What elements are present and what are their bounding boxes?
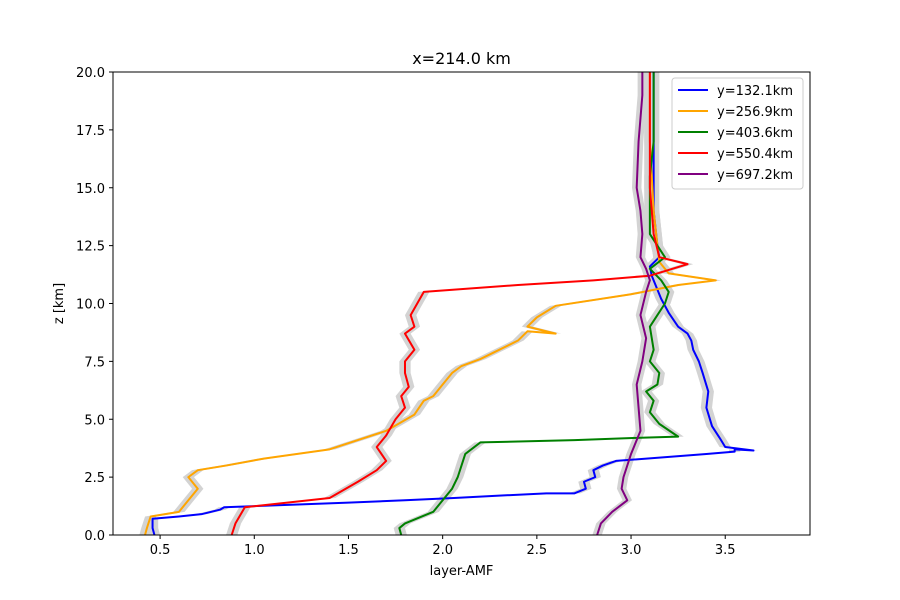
x-tick-label: 1.0 xyxy=(244,543,265,558)
series-line-4 xyxy=(596,72,651,536)
x-tick-label: 2.5 xyxy=(527,543,548,558)
legend-label-0: y=132.1km xyxy=(717,84,793,99)
chart-title: x=214.0 km xyxy=(412,49,511,68)
y-tick-label: 7.5 xyxy=(84,355,105,370)
series-line-3 xyxy=(230,72,689,536)
x-tick-label: 0.5 xyxy=(150,543,171,558)
uncertainty-band-3 xyxy=(226,72,694,535)
legend: y=132.1km y=256.9km y=403.6km y=550.4km y=69… xyxy=(671,77,804,190)
legend-label-3: y=550.4km xyxy=(717,147,793,162)
y-tick-label: 15.0 xyxy=(76,182,105,197)
y-tick-label: 0.0 xyxy=(84,529,105,544)
y-tick-label: 2.5 xyxy=(84,471,105,486)
x-axis: 0.5 1.0 1.5 2.0 2.5 3.0 3.5 xyxy=(150,535,736,558)
legend-label-4: y=697.2km xyxy=(717,168,793,183)
y-tick-label: 5.0 xyxy=(84,413,105,428)
series-line-0 xyxy=(151,72,755,536)
series-line-2 xyxy=(398,72,680,536)
y-axis-label: z [km] xyxy=(52,283,67,324)
legend-label-1: y=256.9km xyxy=(717,105,793,120)
y-tick-label: 17.5 xyxy=(76,124,105,139)
x-tick-label: 3.5 xyxy=(715,543,736,558)
y-tick-label: 10.0 xyxy=(76,298,105,313)
y-tick-label: 12.5 xyxy=(76,240,105,255)
y-axis: 0.0 2.5 5.0 7.5 10.0 12.5 15.0 17.5 20.0 xyxy=(76,66,113,544)
series-line-1 xyxy=(144,72,717,536)
x-tick-label: 1.5 xyxy=(338,543,359,558)
x-tick-label: 3.0 xyxy=(621,543,642,558)
x-axis-label: layer-AMF xyxy=(430,564,494,579)
x-tick-label: 2.0 xyxy=(432,543,453,558)
legend-box xyxy=(671,77,804,190)
series-lines xyxy=(144,72,755,536)
y-tick-label: 20.0 xyxy=(76,66,105,81)
legend-label-2: y=403.6km xyxy=(717,126,793,141)
